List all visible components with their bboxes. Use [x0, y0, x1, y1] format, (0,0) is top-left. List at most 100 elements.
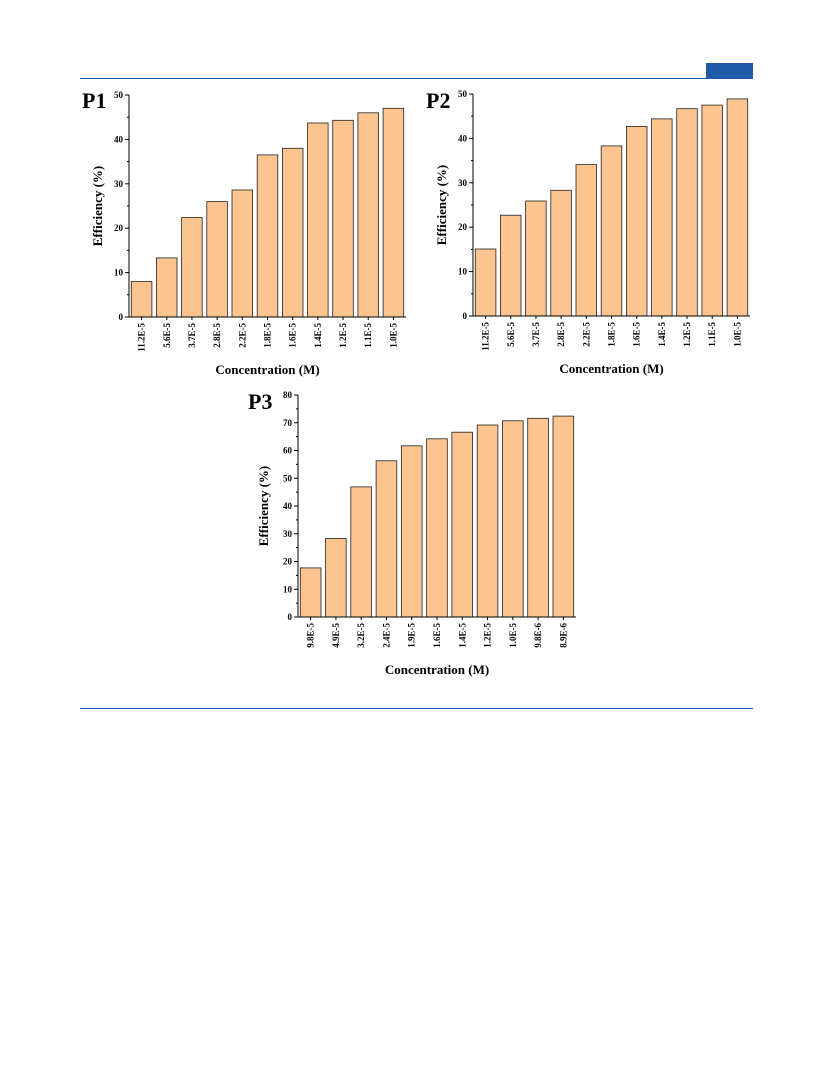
y-tick-label: 50	[283, 473, 293, 483]
y-axis-title: Efficiency (%)	[434, 165, 449, 246]
bar	[651, 118, 673, 317]
x-tick-label: 1.4E-5	[457, 623, 467, 648]
x-tick-label: 1.8E-5	[263, 323, 273, 348]
chart-p2: P2 11.2E-5 5.6E-5 3.7E-5 2.8E-5 2.2E-5 1.8E-5 1…	[426, 88, 750, 376]
y-tick-label: 80	[283, 390, 293, 400]
bar	[426, 438, 448, 618]
bar	[325, 538, 347, 618]
x-tick-label: 1.9E-5	[407, 623, 417, 648]
x-axis-title: Concentration (M)	[215, 362, 319, 377]
y-tick-label: 30	[114, 179, 124, 189]
x-tick-label: 2.8E-5	[556, 322, 566, 347]
chart-p3: P3 9.8E-5 4.9E-5 3.2E-5 2.4E-5 1.9E-5 1.6E-5 1.…	[248, 389, 576, 677]
x-tick-label: 1.0E-5	[388, 323, 398, 348]
x-tick-label: 3.7E-5	[531, 322, 541, 347]
bar	[701, 104, 723, 317]
bar	[231, 189, 254, 318]
x-tick-label: 1.4E-5	[657, 322, 667, 347]
bar	[451, 431, 473, 618]
bar	[500, 214, 522, 317]
bar	[502, 420, 524, 618]
bar	[575, 164, 598, 317]
bar	[375, 460, 398, 618]
x-axis-title: Concentration (M)	[385, 662, 489, 677]
bar	[281, 147, 304, 318]
x-tick-label: 3.2E-5	[356, 623, 366, 648]
x-tick-label: 5.6E-5	[506, 322, 516, 347]
y-tick-label: 40	[458, 133, 468, 143]
footer-rule	[80, 708, 753, 709]
x-tick-label: 1.6E-5	[288, 323, 298, 348]
header-rule	[80, 78, 753, 79]
x-tick-label: 2.2E-5	[581, 322, 591, 347]
y-tick-label: 0	[463, 311, 468, 321]
y-tick-label: 10	[458, 267, 468, 277]
x-tick-label: 4.9E-5	[331, 623, 341, 648]
x-tick-label: 1.6E-5	[432, 623, 442, 648]
bar	[332, 119, 354, 318]
x-tick-label: 1.0E-5	[732, 322, 742, 347]
y-tick-label: 10	[283, 584, 293, 594]
y-tick-label: 60	[283, 446, 293, 456]
y-tick-label: 0	[119, 312, 124, 322]
y-tick-label: 10	[114, 268, 124, 278]
y-tick-label: 0	[288, 612, 293, 622]
x-tick-label: 1.2E-5	[682, 322, 692, 347]
x-tick-label: 1.4E-5	[313, 323, 323, 348]
y-tick-label: 30	[283, 529, 293, 539]
x-tick-label: 9.8E-6	[533, 623, 543, 648]
y-tick-label: 70	[283, 418, 293, 428]
bar	[474, 248, 497, 317]
x-tick-label: 1.8E-5	[607, 322, 617, 347]
bar	[600, 145, 623, 317]
x-tick-label: 1.6E-5	[632, 322, 642, 347]
x-tick-label: 5.6E-5	[162, 323, 172, 348]
bar	[525, 200, 547, 317]
bar	[256, 154, 279, 318]
y-tick-label: 20	[283, 557, 293, 567]
y-axis-title: Efficiency (%)	[90, 166, 105, 247]
bar	[156, 257, 178, 318]
y-axis-title: Efficiency (%)	[256, 466, 271, 547]
y-tick-label: 20	[458, 222, 468, 232]
bar	[552, 415, 575, 618]
x-tick-label: 1.2E-5	[338, 323, 348, 348]
panel-label: P3	[248, 389, 272, 414]
bar	[726, 98, 749, 317]
x-tick-label: 11.2E-5	[137, 323, 147, 352]
bar	[527, 417, 549, 618]
bar	[350, 486, 372, 618]
y-tick-label: 30	[458, 178, 468, 188]
bar	[550, 189, 572, 317]
chart-p1: P1 11.2E-5 5.6E-5 3.7E-5 2.8E-5 2.2E-5 1.8E-5 1…	[82, 88, 406, 377]
bar	[476, 424, 499, 618]
x-tick-label: 3.7E-5	[187, 323, 197, 348]
x-tick-label: 1.1E-5	[707, 322, 717, 347]
x-tick-label: 8.9E-6	[558, 623, 568, 648]
panel-label: P1	[82, 88, 106, 113]
x-axis-title: Concentration (M)	[559, 361, 663, 376]
bar	[206, 201, 228, 318]
x-tick-label: 1.2E-5	[483, 623, 493, 648]
x-tick-label: 11.2E-5	[481, 322, 491, 351]
x-tick-label: 1.1E-5	[363, 323, 373, 348]
x-tick-label: 2.4E-5	[381, 623, 391, 648]
y-tick-label: 20	[114, 223, 124, 233]
y-tick-label: 40	[114, 134, 124, 144]
bar	[181, 217, 203, 318]
x-tick-label: 2.2E-5	[237, 323, 247, 348]
bar	[357, 112, 379, 318]
bar	[299, 567, 322, 618]
y-tick-label: 50	[458, 89, 468, 99]
bar	[382, 107, 405, 318]
x-tick-label: 2.8E-5	[212, 323, 222, 348]
y-tick-label: 40	[283, 501, 293, 511]
panel-label: P2	[426, 88, 450, 113]
y-tick-label: 50	[114, 90, 124, 100]
header-accent-block	[706, 63, 753, 78]
x-tick-label: 9.8E-5	[306, 623, 316, 648]
bar	[130, 281, 153, 318]
bar	[400, 445, 423, 618]
x-tick-label: 1.0E-5	[508, 623, 518, 648]
bar	[676, 108, 698, 317]
